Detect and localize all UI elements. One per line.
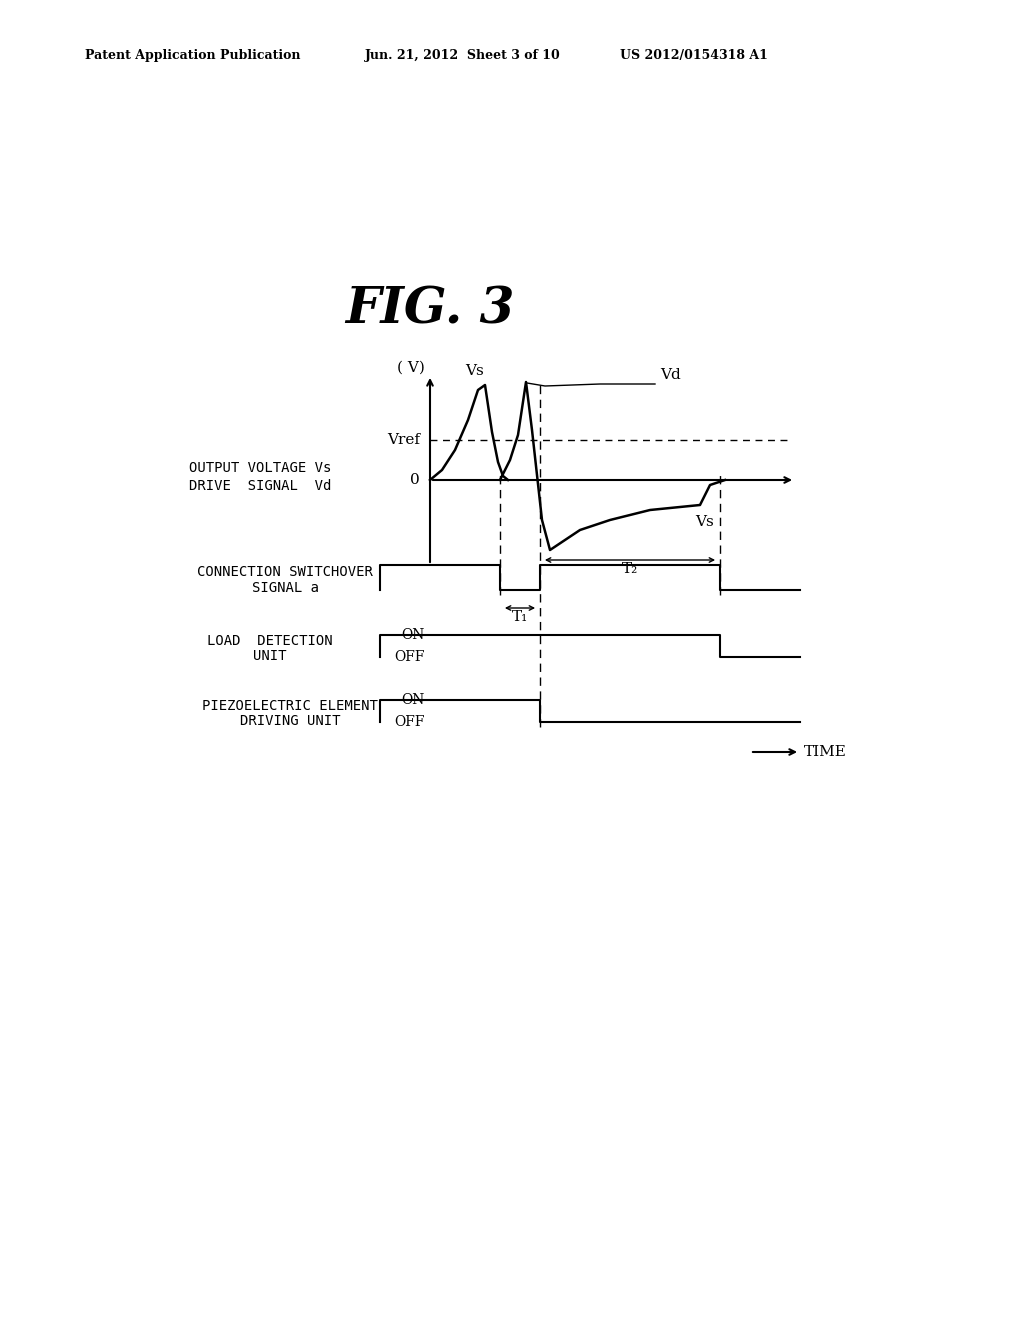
Text: 0: 0: [411, 473, 420, 487]
Text: OFF: OFF: [394, 715, 425, 729]
Text: TIME: TIME: [804, 744, 847, 759]
Text: Vref: Vref: [387, 433, 420, 447]
Text: DRIVE  SIGNAL  Vd: DRIVE SIGNAL Vd: [188, 479, 331, 492]
Text: ON: ON: [401, 628, 425, 642]
Text: Vd: Vd: [660, 368, 681, 381]
Text: ( V): ( V): [397, 360, 425, 375]
Text: Vs: Vs: [695, 515, 714, 529]
Text: OFF: OFF: [394, 649, 425, 664]
Text: OUTPUT VOLTAGE Vs: OUTPUT VOLTAGE Vs: [188, 461, 331, 475]
Text: T₂: T₂: [622, 562, 638, 576]
Text: Patent Application Publication: Patent Application Publication: [85, 49, 300, 62]
Text: SIGNAL a: SIGNAL a: [252, 581, 318, 594]
Text: DRIVING UNIT: DRIVING UNIT: [240, 714, 340, 729]
Text: Vs: Vs: [466, 364, 484, 378]
Text: PIEZOELECTRIC ELEMENT: PIEZOELECTRIC ELEMENT: [202, 700, 378, 713]
Text: US 2012/0154318 A1: US 2012/0154318 A1: [620, 49, 768, 62]
Text: FIG. 3: FIG. 3: [345, 285, 515, 334]
Text: ON: ON: [401, 693, 425, 708]
Text: T₁: T₁: [512, 610, 528, 624]
Text: CONNECTION SWITCHOVER: CONNECTION SWITCHOVER: [197, 565, 373, 579]
Text: Jun. 21, 2012  Sheet 3 of 10: Jun. 21, 2012 Sheet 3 of 10: [365, 49, 561, 62]
Text: UNIT: UNIT: [253, 649, 287, 663]
Text: LOAD  DETECTION: LOAD DETECTION: [207, 634, 333, 648]
